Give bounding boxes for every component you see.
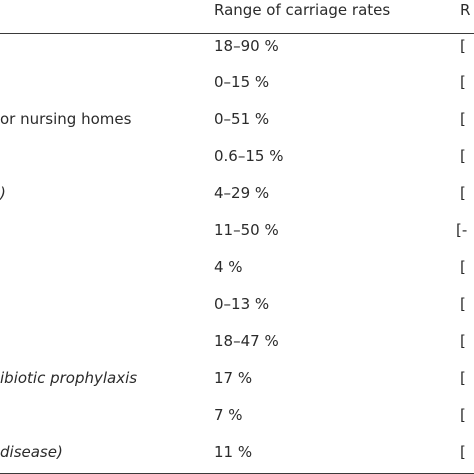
row-7-rate: 4 % [214,258,243,276]
row-10-rate: 17 % [214,369,253,387]
row-12-rate: 11 % [214,443,253,461]
row-4-rate: 0.6–15 % [214,147,284,165]
row-5-group: ) [0,184,6,202]
row-9-rate: 18–47 % [214,332,279,350]
header-rule [0,33,474,34]
row-4-ref: [ [460,147,466,165]
row-3-group: or nursing homes [0,110,132,128]
row-5-rate: 4–29 % [214,184,270,202]
row-11-rate: 7 % [214,406,243,424]
header-range-of-carriage-rates: Range of carriage rates [214,1,391,19]
row-2-ref: [ [460,73,466,91]
row-12-ref: [ [460,443,466,461]
row-2-rate: 0–15 % [214,73,270,91]
row-3-ref: [ [460,110,466,128]
row-8-rate: 0–13 % [214,295,270,313]
row-1-rate: 18–90 % [214,37,279,55]
row-10-ref: [ [460,369,466,387]
row-7-ref: [ [460,258,466,276]
row-6-ref: [- [456,221,468,239]
row-8-ref: [ [460,295,466,313]
row-12-group: disease) [0,443,63,461]
row-10-group: ibiotic prophylaxis [0,369,138,387]
header-reference: R [460,1,471,19]
row-1-ref: [ [460,37,466,55]
row-5-ref: [ [460,184,466,202]
row-6-rate: 11–50 % [214,221,279,239]
row-9-ref: [ [460,332,466,350]
row-11-ref: [ [460,406,466,424]
row-3-rate: 0–51 % [214,110,270,128]
